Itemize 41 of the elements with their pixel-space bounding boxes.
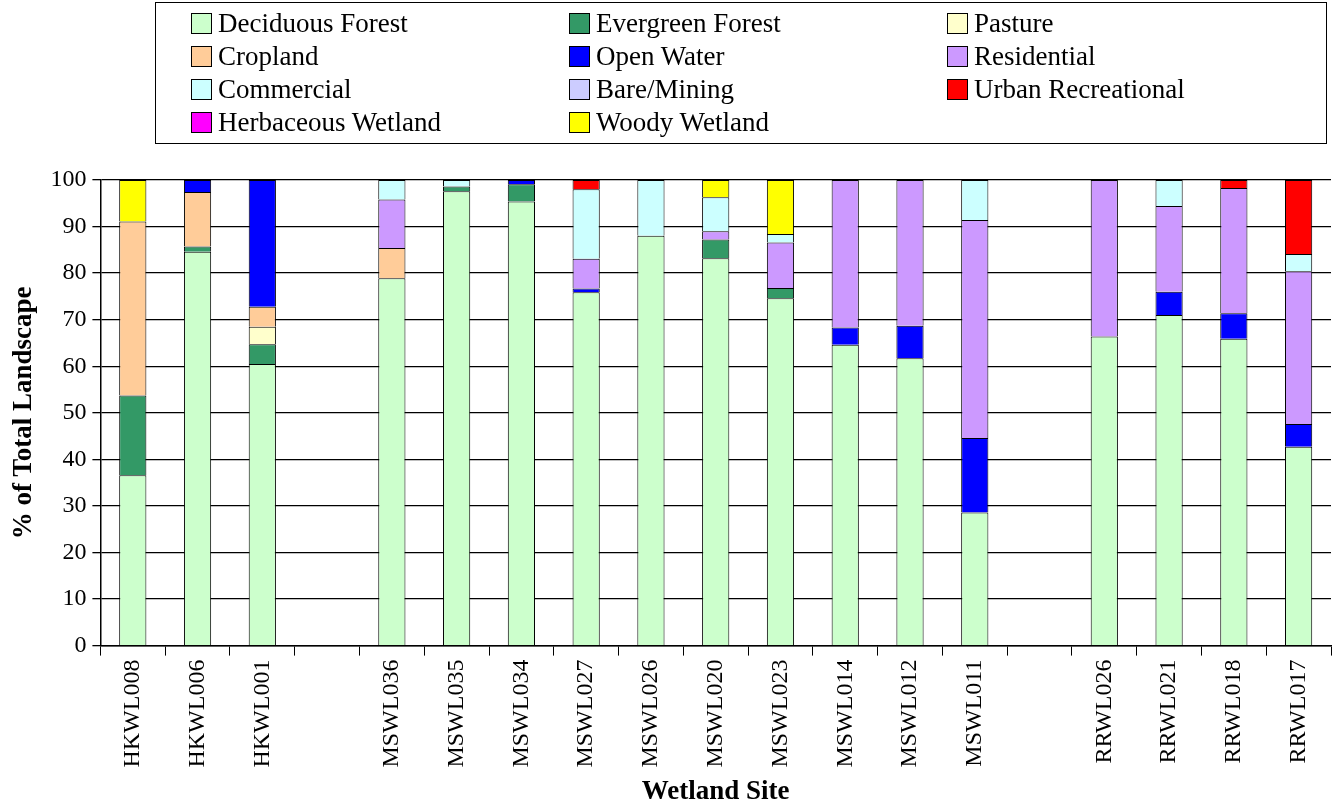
x-tick-label: MSWL027 [571, 659, 598, 768]
x-tick-label: MSWL035 [441, 659, 468, 768]
x-tick-label: RRWL018 [1219, 659, 1246, 764]
x-tick-label: MSWL034 [506, 659, 533, 768]
y-tick-label: 100 [50, 165, 87, 192]
legend-label: Urban Recreational [974, 73, 1185, 106]
x-tick-label: MSWL014 [830, 659, 857, 768]
legend-label: Bare/Mining [596, 73, 734, 106]
y-tick-label: 60 [62, 351, 87, 378]
y-axis-title: % of Total Landscape [7, 286, 38, 540]
legend-label: Residential [974, 40, 1096, 73]
x-tick-label: HKWL008 [118, 659, 145, 768]
x-tick-label: MSWL012 [895, 659, 922, 768]
legend-label: Herbaceous Wetland [218, 106, 441, 139]
x-tick-label: MSWL036 [377, 659, 404, 768]
x-tick-label: HKWL001 [247, 659, 274, 768]
y-tick-label: 0 [74, 630, 87, 657]
x-tick-label: HKWL006 [182, 659, 209, 768]
y-tick-label: 30 [62, 491, 87, 518]
legend-label: Evergreen Forest [596, 7, 781, 40]
legend-label: Deciduous Forest [218, 7, 408, 40]
legend-label: Open Water [596, 40, 725, 73]
y-tick-label: 40 [62, 444, 87, 471]
y-tick-label: 90 [62, 211, 87, 238]
legend-label: Cropland [218, 40, 319, 73]
legend-label: Commercial [218, 73, 352, 106]
x-tick-label: MSWL011 [960, 659, 987, 767]
x-tick-label: MSWL020 [701, 659, 727, 768]
legend-label: Pasture [974, 7, 1054, 40]
legend-label: Woody Wetland [596, 106, 769, 139]
x-tick-label: RRWL017 [1283, 659, 1310, 764]
x-tick-label: RRWL026 [1089, 659, 1116, 764]
x-tick-label: RRWL021 [1154, 659, 1181, 764]
y-tick-label: 20 [62, 537, 87, 564]
y-tick-label: 50 [62, 398, 87, 425]
y-tick-label: 10 [62, 584, 87, 611]
x-axis-title: Wetland Site [641, 774, 790, 805]
x-tick-label: MSWL023 [765, 659, 792, 768]
x-tick-label: MSWL026 [636, 659, 663, 768]
y-tick-label: 70 [62, 304, 87, 331]
y-tick-label: 80 [62, 258, 87, 285]
